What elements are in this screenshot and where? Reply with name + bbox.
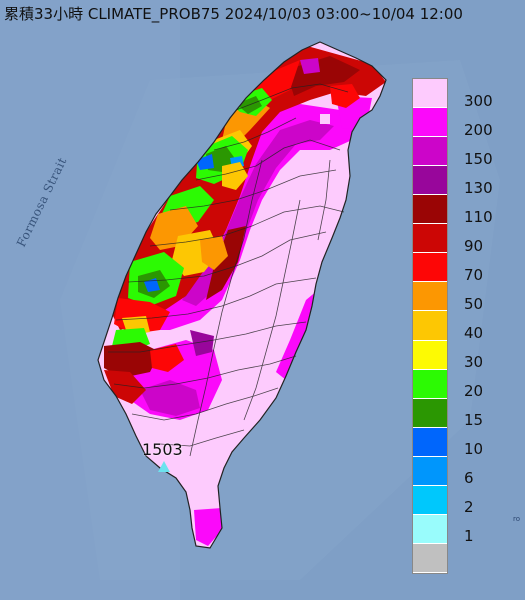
legend-swatch [413, 195, 447, 225]
zone-40-central [222, 162, 248, 190]
zone-150-southwest [140, 380, 200, 416]
legend-label: 50 [464, 294, 484, 313]
zone-10-taichung [144, 278, 160, 292]
zone-70-tainan [150, 344, 184, 372]
legend-swatch [413, 543, 447, 573]
zone-200-south [194, 508, 222, 546]
zone-200-eastcoast [276, 290, 318, 380]
legend-swatch [413, 340, 447, 370]
legend-swatch [413, 224, 447, 254]
legend-label: 40 [464, 324, 484, 342]
district-boundaries [108, 83, 349, 457]
map-title: 累積33小時 CLIMATE_PROB75 2024/10/03 03:00~1… [4, 5, 463, 23]
zone-50-miaoli [200, 236, 228, 270]
edge-mark: ro [513, 515, 521, 523]
legend-color-bar [412, 78, 448, 574]
legend-label: 1 [464, 527, 474, 546]
legend-swatch [413, 514, 447, 544]
legend-label: 10 [464, 440, 484, 459]
zone-10-taoyuan [196, 154, 214, 170]
legend-swatch [413, 311, 447, 341]
legend-label: 20 [464, 382, 484, 401]
legend-swatch [413, 369, 447, 399]
zone-130-southwest [190, 330, 214, 356]
legend-swatch [413, 108, 447, 138]
legend-label: 300 [464, 91, 493, 110]
zone-70-yilan [330, 84, 360, 108]
legend-label: 110 [464, 207, 493, 226]
legend-label: 130 [464, 178, 493, 197]
legend-label: 15 [464, 411, 484, 430]
legend-label: 200 [464, 120, 493, 139]
zone-150-spot-north [300, 58, 320, 74]
legend-label: 150 [464, 149, 493, 168]
max-location-marker-icon [158, 461, 170, 472]
legend-swatch [413, 282, 447, 312]
legend-label: 30 [464, 353, 484, 372]
taiwan-coastline [97, 41, 387, 549]
legend-swatch [413, 456, 447, 486]
legend-swatch [413, 79, 447, 109]
legend-swatch [413, 427, 447, 457]
legend-swatch [413, 137, 447, 167]
legend-label: 6 [464, 469, 474, 488]
legend-label: 2 [464, 498, 474, 517]
zone-300-spot-north [320, 114, 330, 124]
legend-label: 90 [464, 236, 484, 255]
taiwan-island [98, 42, 386, 548]
legend-swatch [413, 253, 447, 283]
zone-110-central [206, 226, 246, 300]
legend-label: 70 [464, 265, 484, 284]
legend-swatch [413, 485, 447, 515]
max-rainfall-label: 1503 [142, 440, 183, 459]
color-legend: 300 200 150 130 110 90 70 50 40 30 20 15 10 6 2 1 [412, 78, 522, 574]
legend-swatch [413, 166, 447, 196]
legend-swatch [413, 398, 447, 428]
